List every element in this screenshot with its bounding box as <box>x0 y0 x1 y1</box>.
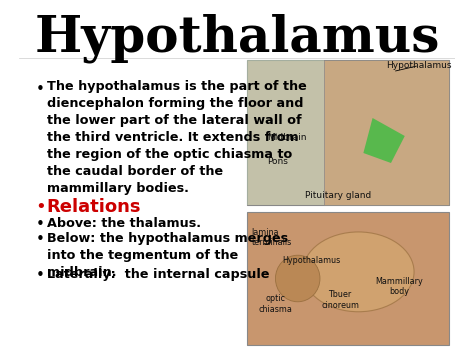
Text: •: • <box>36 217 45 232</box>
Text: Pons: Pons <box>267 157 288 166</box>
Text: Hypothalamus: Hypothalamus <box>34 13 440 63</box>
Text: Laterally:  the internal capsule: Laterally: the internal capsule <box>46 268 269 281</box>
Text: Midbrain: Midbrain <box>267 133 307 142</box>
Ellipse shape <box>303 232 414 312</box>
Bar <box>324 60 449 205</box>
Bar <box>247 212 449 345</box>
Text: Above: the thalamus.: Above: the thalamus. <box>46 217 201 230</box>
Text: Below: the hypothalamus merges
into the tegmentum of the
midbrain.: Below: the hypothalamus merges into the … <box>46 232 288 279</box>
Bar <box>247 60 449 205</box>
Text: Relations: Relations <box>46 198 141 216</box>
Text: The hypothalamus is the part of the
diencephalon forming the floor and
the lower: The hypothalamus is the part of the dien… <box>46 80 306 195</box>
Text: •: • <box>36 268 45 283</box>
Text: optic
chiasma: optic chiasma <box>258 294 292 314</box>
Text: Mammillary
body: Mammillary body <box>375 277 423 296</box>
Text: Pituitary gland: Pituitary gland <box>305 191 371 200</box>
Text: lamina
terminalis: lamina terminalis <box>252 228 292 247</box>
Ellipse shape <box>275 255 320 302</box>
Text: •: • <box>36 232 45 247</box>
Polygon shape <box>364 118 405 163</box>
Text: Hypothalamus: Hypothalamus <box>386 61 452 71</box>
Text: Tbuer
cinoreum: Tbuer cinoreum <box>321 290 359 310</box>
Bar <box>247 60 324 205</box>
Text: Hypothalamus: Hypothalamus <box>283 256 341 264</box>
Text: •: • <box>36 198 46 216</box>
Text: •: • <box>36 82 45 97</box>
